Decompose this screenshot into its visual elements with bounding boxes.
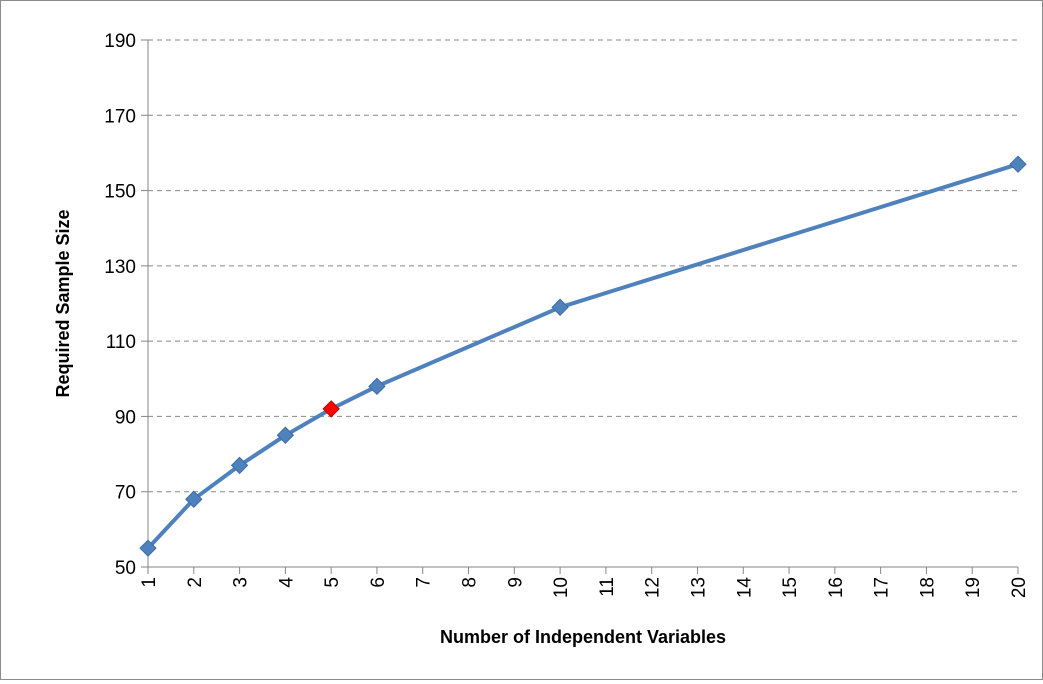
gridlines xyxy=(148,39,1018,493)
y-tick-label: 150 xyxy=(104,182,136,203)
x-tick-label: 1 xyxy=(139,577,160,588)
x-tick-label: 12 xyxy=(643,577,664,598)
series xyxy=(139,155,1027,557)
data-point xyxy=(368,377,386,396)
axes xyxy=(141,39,1019,574)
x-tick-label: 4 xyxy=(276,577,297,588)
x-tick-label: 11 xyxy=(597,577,618,597)
x-tick-label: 7 xyxy=(414,577,435,588)
x-tick-label: 2 xyxy=(185,577,206,588)
x-tick-label: 6 xyxy=(368,577,389,588)
x-tick-label: 16 xyxy=(826,577,847,598)
x-tick-label: 3 xyxy=(231,577,252,588)
y-tick-label: 70 xyxy=(115,483,136,504)
x-tick-label: 8 xyxy=(460,577,481,588)
data-point xyxy=(276,426,295,444)
x-tick-label: 13 xyxy=(688,577,709,598)
y-tick-label: 190 xyxy=(104,31,136,52)
data-point xyxy=(1009,155,1027,173)
data-point xyxy=(551,298,569,316)
x-tick-label: 9 xyxy=(505,577,526,588)
x-tick-label: 10 xyxy=(551,577,572,598)
data-point xyxy=(230,456,249,475)
x-tick-label: 19 xyxy=(963,577,984,598)
y-axis-title: Required Sample Size xyxy=(53,209,73,397)
y-tick-label: 130 xyxy=(104,257,136,278)
x-tick-label: 17 xyxy=(872,577,893,598)
x-tick-label: 14 xyxy=(734,577,755,599)
data-point xyxy=(139,539,157,557)
x-tick-label: 20 xyxy=(1009,577,1030,598)
series-line xyxy=(146,162,1019,550)
x-axis-title: Number of Independent Variables xyxy=(440,627,726,647)
y-tick-label: 110 xyxy=(106,332,136,353)
y-tick-label: 170 xyxy=(104,106,136,127)
y-tick-label: 90 xyxy=(115,407,136,428)
y-tick-label: 50 xyxy=(115,558,136,579)
highlighted-data-point xyxy=(322,400,340,418)
data-point xyxy=(185,490,203,508)
x-tick-label: 5 xyxy=(322,577,343,588)
x-tick-label: 15 xyxy=(780,577,801,598)
x-tick-label: 18 xyxy=(917,577,938,598)
